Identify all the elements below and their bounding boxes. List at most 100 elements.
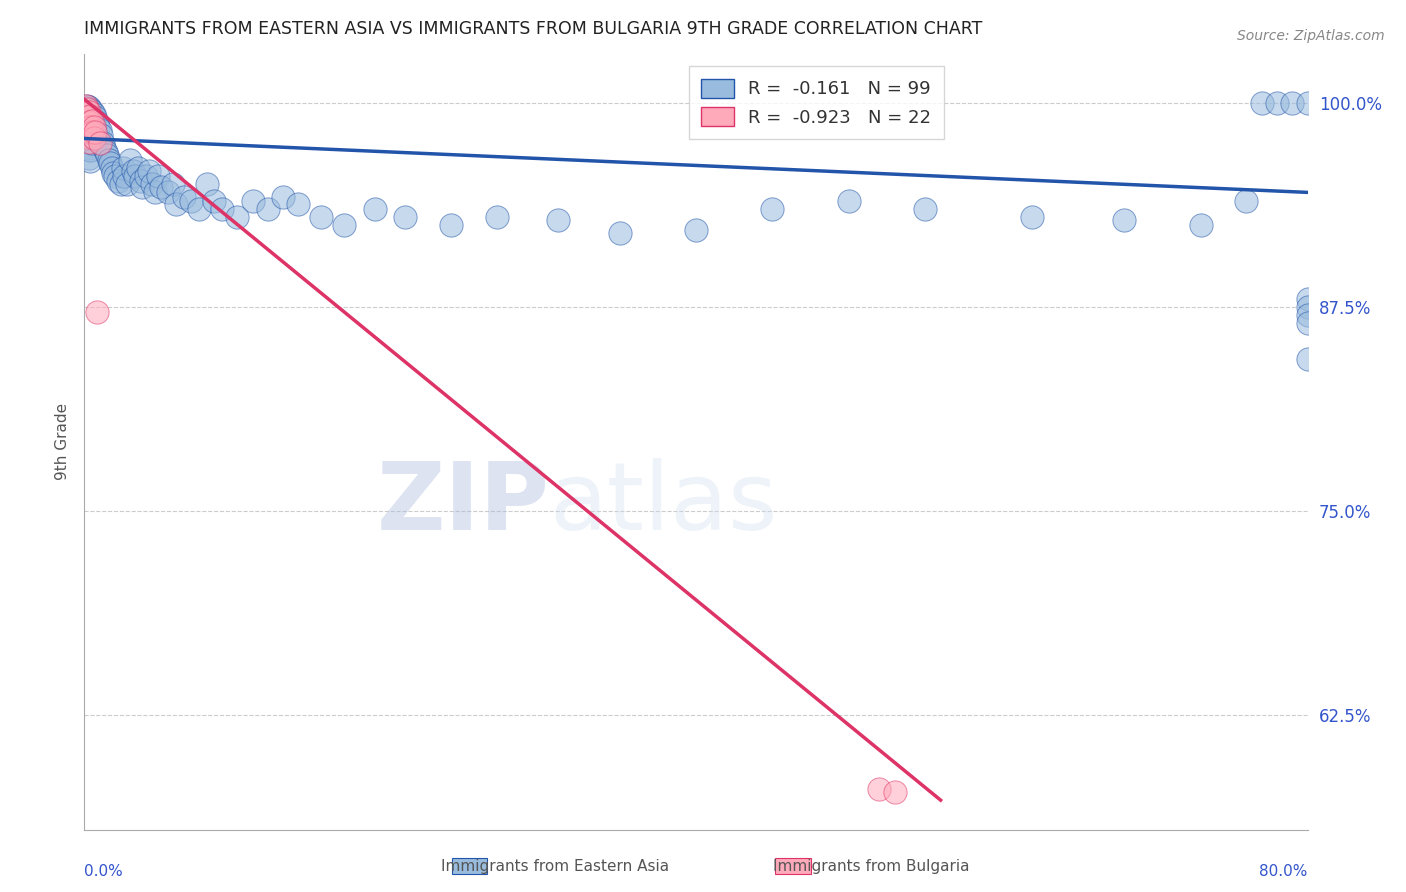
Point (76, 129, 98, 144)
Point (609, 226, 631, 240)
Point (1281, 95, 1303, 110)
Point (135, 169, 157, 183)
Point (143, 186, 166, 200)
Point (91, 136, 114, 151)
Point (165, 197, 187, 211)
Point (1296, 95, 1319, 110)
Point (79, 120, 101, 134)
Point (1189, 218, 1212, 232)
Point (120, 153, 142, 167)
Point (79, 109, 101, 123)
Point (1265, 95, 1288, 110)
Point (257, 202, 280, 216)
Point (149, 180, 172, 194)
Point (112, 169, 135, 183)
Text: 80.0%: 80.0% (1260, 864, 1308, 880)
Point (1296, 292, 1319, 306)
Point (333, 218, 356, 232)
Point (104, 169, 127, 183)
Point (311, 210, 333, 224)
Point (1250, 95, 1272, 110)
Point (89, 136, 111, 151)
Point (75, 99, 97, 113)
Point (111, 161, 134, 175)
Point (83, 120, 105, 134)
Point (103, 166, 125, 180)
Point (84, 125, 107, 139)
Point (271, 190, 294, 204)
Point (180, 194, 202, 208)
Point (90, 128, 112, 143)
Point (242, 194, 264, 208)
Point (84, 110, 107, 124)
Text: ZIP: ZIP (377, 458, 550, 549)
Point (547, 213, 569, 227)
Point (101, 161, 124, 175)
Point (76, 120, 98, 134)
Text: atlas: atlas (550, 458, 778, 549)
Point (110, 178, 132, 192)
Point (77, 129, 100, 144)
Point (115, 178, 138, 192)
Point (75, 120, 97, 134)
Point (76, 102, 98, 116)
Y-axis label: 9th Grade: 9th Grade (55, 403, 70, 480)
Point (96, 148, 118, 162)
Point (157, 186, 180, 200)
Point (146, 169, 169, 183)
Point (87, 120, 110, 134)
Point (76, 99, 98, 113)
Point (94, 145, 117, 159)
Point (79, 121, 101, 136)
Point (440, 218, 463, 232)
Point (77, 115, 100, 129)
Point (1296, 352, 1319, 367)
Text: Immigrants from Bulgaria: Immigrants from Bulgaria (773, 859, 970, 873)
Point (162, 178, 184, 192)
Point (1114, 213, 1136, 227)
Point (84, 121, 107, 136)
Point (1296, 300, 1319, 314)
Point (127, 161, 149, 175)
Point (131, 180, 153, 194)
Point (1296, 308, 1319, 322)
Point (79, 131, 101, 145)
Point (87, 131, 110, 145)
Point (486, 210, 509, 224)
Text: IMMIGRANTS FROM EASTERN ASIA VS IMMIGRANTS FROM BULGARIA 9TH GRADE CORRELATION C: IMMIGRANTS FROM EASTERN ASIA VS IMMIGRAN… (84, 21, 983, 38)
Point (76, 115, 98, 129)
Point (77, 125, 100, 139)
Point (124, 169, 146, 183)
Point (195, 178, 218, 192)
Point (80, 113, 103, 128)
Point (97, 153, 120, 167)
Bar (451, 858, 488, 874)
Point (77, 105, 100, 120)
Point (80, 125, 103, 139)
Point (188, 202, 211, 216)
Point (79, 112, 101, 126)
Point (1021, 210, 1043, 224)
Point (1296, 316, 1319, 330)
Point (80, 125, 103, 139)
Point (761, 202, 783, 216)
Point (80, 103, 103, 118)
Point (364, 202, 387, 216)
Point (1236, 194, 1258, 208)
Point (869, 781, 891, 796)
Point (394, 210, 416, 224)
Point (77, 100, 100, 114)
Point (202, 194, 225, 208)
Point (287, 197, 309, 211)
Point (75, 107, 97, 121)
Point (75, 115, 97, 129)
Point (211, 202, 233, 216)
Point (77, 120, 100, 134)
Legend: R =  -0.161   N = 99, R =  -0.923   N = 22: R = -0.161 N = 99, R = -0.923 N = 22 (689, 66, 943, 139)
Point (838, 194, 860, 208)
Point (80, 113, 103, 128)
Point (76, 109, 98, 123)
Bar (775, 858, 811, 874)
Point (77, 110, 100, 124)
Point (86, 304, 108, 318)
